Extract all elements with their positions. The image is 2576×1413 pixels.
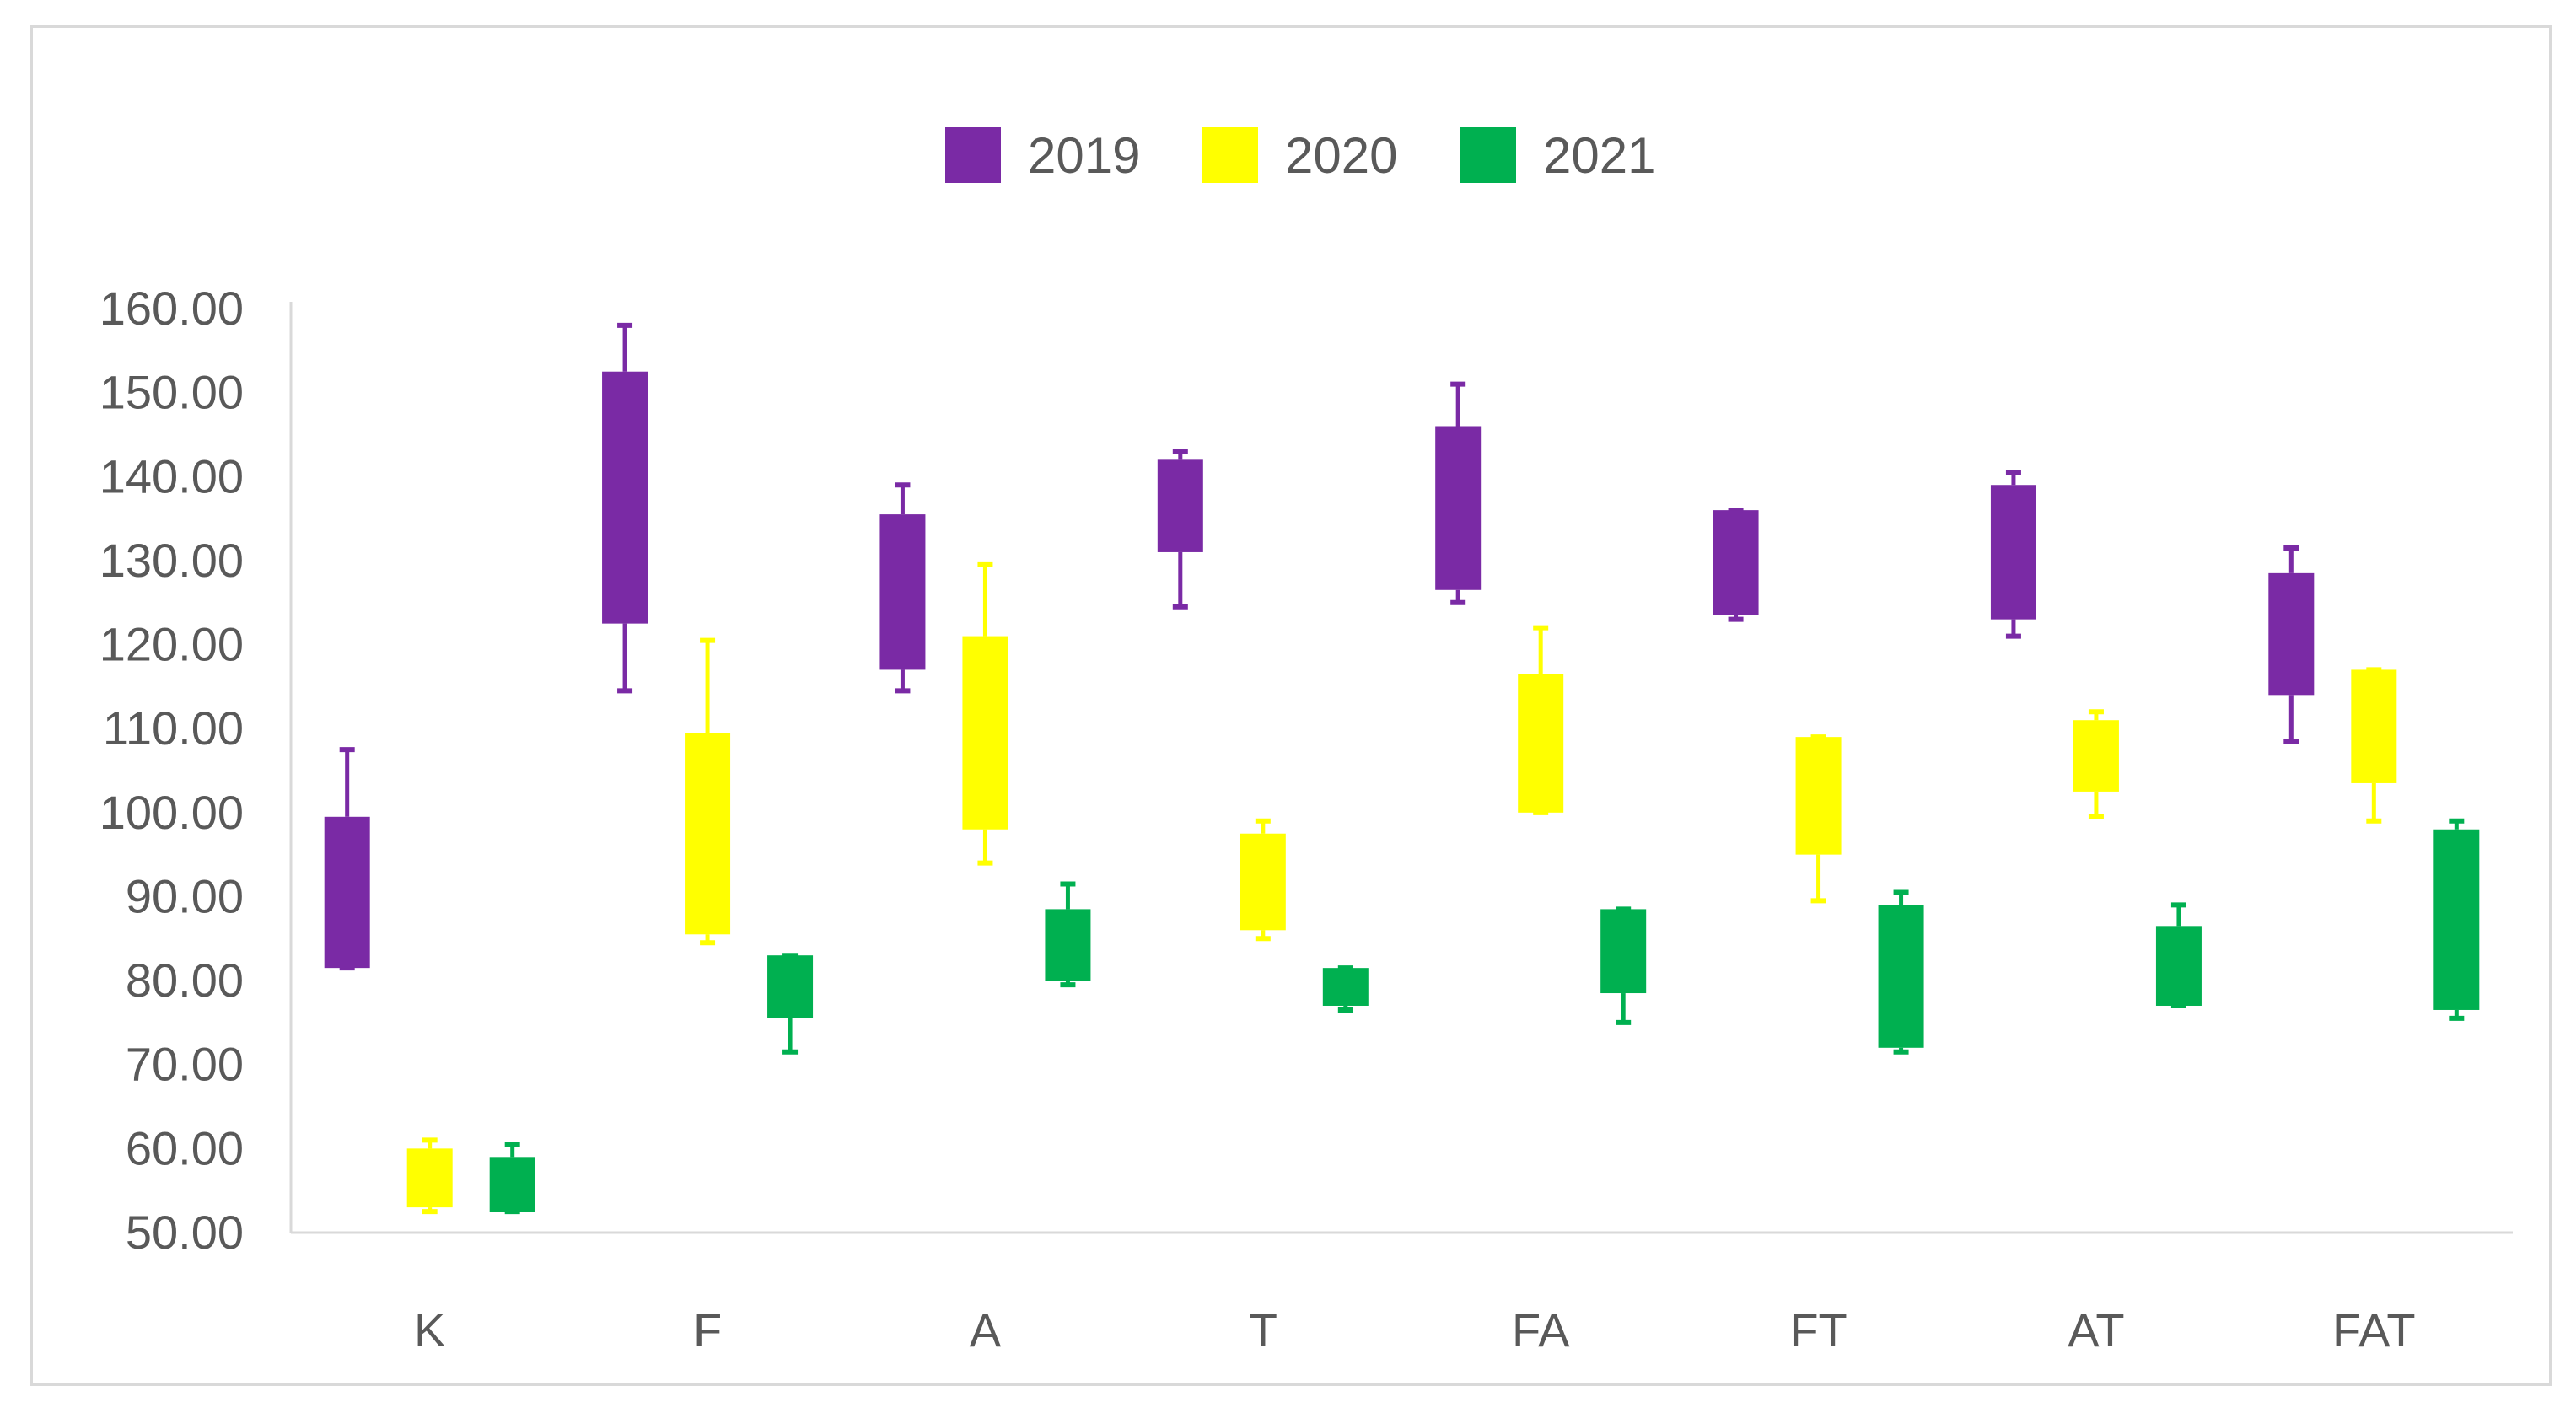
box-body <box>879 514 926 670</box>
box-body <box>324 816 370 969</box>
y-tick-label: 130.00 <box>99 534 244 587</box>
legend-swatch-2019 <box>945 127 1001 183</box>
box-2021-A <box>1045 881 1091 988</box>
box-2021-FA <box>1600 906 1647 1025</box>
y-tick-label: 50.00 <box>126 1206 244 1259</box>
y-tick-label: 150.00 <box>99 366 244 419</box>
box-2021-F <box>767 953 814 1055</box>
box-2019-F <box>602 322 648 694</box>
box-body <box>767 955 814 1018</box>
box-body <box>406 1148 453 1208</box>
box-2019-A <box>879 482 926 694</box>
box-plot-chart: 2019 2020 2021 50.00 60.00 70.00 80.00 90.00 10… <box>99 127 2513 1357</box>
box-body <box>1435 426 1482 590</box>
box-2019-FT <box>1713 508 1759 622</box>
box-body <box>1878 905 1924 1048</box>
box-body <box>1795 737 1842 855</box>
box-body <box>2433 829 2480 1010</box>
box-2021-FT <box>1878 889 1924 1055</box>
box-2021-K <box>489 1142 535 1215</box>
box-2021-FAT <box>2433 818 2480 1021</box>
box-body <box>602 371 648 624</box>
x-tick-label: AT <box>2068 1303 2124 1357</box>
box-body <box>2073 720 2119 792</box>
y-tick-label: 110.00 <box>103 701 244 755</box>
y-tick-label: 100.00 <box>99 786 244 839</box>
box-2019-K <box>324 747 370 971</box>
box-2020-F <box>685 637 731 946</box>
y-tick-label: 70.00 <box>126 1038 244 1091</box>
box-body <box>1518 674 1564 813</box>
y-tick-label: 80.00 <box>126 954 244 1007</box>
x-tick-label: A <box>970 1303 1002 1357</box>
box-2019-AT <box>1990 470 2036 639</box>
box-body <box>1322 968 1369 1006</box>
x-tick-label: FT <box>1789 1303 1847 1357</box>
box-2020-AT <box>2073 709 2119 819</box>
y-tick-label: 90.00 <box>126 869 244 922</box>
box-body <box>489 1157 535 1212</box>
box-body <box>1045 909 1091 981</box>
box-body <box>1600 909 1647 994</box>
legend-swatch-2020 <box>1202 127 1258 183</box>
box-body <box>2351 669 2397 783</box>
box-2020-FT <box>1795 734 1842 904</box>
legend-label-2021: 2021 <box>1543 127 1655 184</box>
legend: 2019 2020 2021 <box>945 127 1655 184</box>
x-tick-label: FA <box>1512 1303 1570 1357</box>
box-body <box>2155 926 2202 1006</box>
box-2021-AT <box>2155 902 2202 1008</box>
box-2020-T <box>1240 818 1286 942</box>
legend-label-2019: 2019 <box>1028 127 1140 184</box>
x-tick-label: K <box>414 1303 445 1357</box>
y-tick-label: 140.00 <box>99 449 244 502</box>
box-body <box>1713 510 1759 615</box>
x-tick-label: F <box>693 1303 722 1357</box>
box-2019-FAT <box>2268 545 2315 744</box>
axes: 50.00 60.00 70.00 80.00 90.00 100.00 110.00 120… <box>99 282 2513 1357</box>
x-tick-label: T <box>1249 1303 1277 1357</box>
box-body <box>685 733 731 935</box>
box-body <box>962 636 1008 830</box>
y-tick-label: 60.00 <box>126 1121 244 1174</box>
box-2020-FA <box>1518 625 1564 815</box>
box-2021-T <box>1322 965 1369 1013</box>
plot-area <box>324 322 2480 1215</box>
y-tick-label: 160.00 <box>99 282 244 335</box>
box-body <box>2268 572 2315 696</box>
box-2020-A <box>962 561 1008 866</box>
box-2020-FAT <box>2351 667 2397 824</box>
chart-frame: 2019 2020 2021 50.00 60.00 70.00 80.00 90.00 10… <box>30 25 2552 1386</box>
y-tick-label: 120.00 <box>99 618 244 671</box>
box-body <box>1240 833 1286 931</box>
legend-swatch-2021 <box>1460 127 1516 183</box>
box-body <box>1157 459 1203 552</box>
box-2020-K <box>406 1137 453 1215</box>
box-body <box>1990 485 2036 620</box>
box-2019-FA <box>1435 381 1482 605</box>
x-tick-label: FAT <box>2332 1303 2416 1357</box>
legend-label-2020: 2020 <box>1285 127 1397 184</box>
box-2019-T <box>1157 449 1203 610</box>
